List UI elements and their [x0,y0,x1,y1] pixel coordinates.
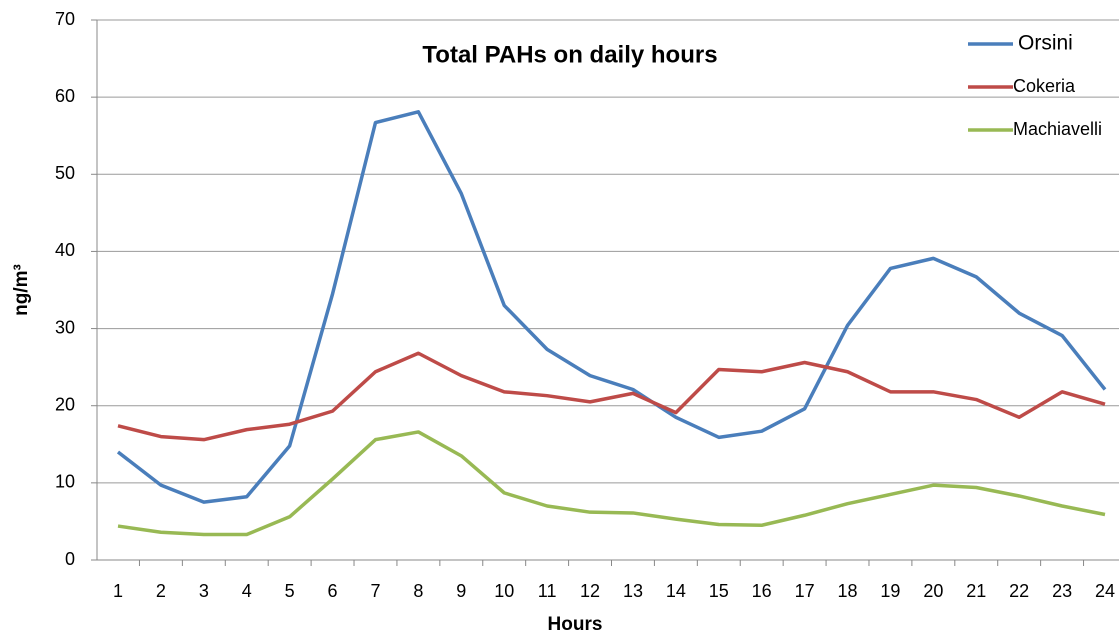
x-tick-label: 5 [285,581,295,601]
x-tick-label: 7 [370,581,380,601]
x-tick-label: 15 [709,581,729,601]
series-line [116,110,1107,504]
x-tick-label: 13 [623,581,643,601]
x-tick-label: 20 [923,581,943,601]
x-tick-label: 11 [538,581,557,601]
legend-label: Orsini [1018,32,1073,55]
y-tick-label: 70 [55,9,75,29]
y-tick-label: 20 [55,394,75,414]
legend-label: Machiavelli [1013,119,1102,139]
y-tick-label: 50 [55,163,75,183]
chart-title: Total PAHs on daily hours [422,41,717,68]
y-tick-label: 60 [55,86,75,106]
series-line [117,430,1106,537]
legend-label: Cokeria [1013,76,1076,96]
x-axis-label: Hours [548,614,603,635]
series-line [117,351,1106,442]
y-tick-label: 40 [55,240,75,260]
x-tick-label: 24 [1095,581,1115,601]
y-tick-label: 10 [55,472,75,492]
x-tick-label: 8 [413,581,423,601]
x-tick-label: 2 [156,581,166,601]
x-tick-label: 16 [752,581,772,601]
x-tick-label: 17 [795,581,815,601]
x-tick-label: 12 [580,581,600,601]
x-tick-label: 22 [1009,581,1029,601]
x-tick-label: 6 [328,581,338,601]
y-tick-label: 0 [65,549,75,569]
x-tick-label: 14 [666,581,686,601]
x-tick-label: 4 [242,581,252,601]
x-tick-label: 21 [966,581,986,601]
x-tick-label: 23 [1052,581,1072,601]
y-axis-label: ng/m³ [11,264,32,316]
x-tick-label: 1 [113,581,123,601]
y-tick-label: 30 [55,317,75,337]
x-tick-label: 3 [199,581,209,601]
x-tick-label: 18 [838,581,858,601]
x-tick-label: 10 [494,581,514,601]
x-tick-label: 19 [880,581,900,601]
x-tick-label: 9 [456,581,466,601]
